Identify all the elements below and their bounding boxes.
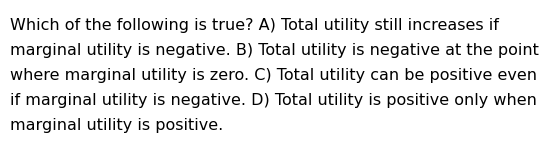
Text: where marginal utility is zero. C) Total utility can be positive even: where marginal utility is zero. C) Total… (10, 68, 537, 83)
Text: marginal utility is negative. B) Total utility is negative at the point: marginal utility is negative. B) Total u… (10, 43, 539, 58)
Text: Which of the following is true? A) Total utility still increases if: Which of the following is true? A) Total… (10, 18, 499, 33)
Text: marginal utility is positive.: marginal utility is positive. (10, 118, 223, 133)
Text: if marginal utility is negative. D) Total utility is positive only when: if marginal utility is negative. D) Tota… (10, 93, 537, 108)
